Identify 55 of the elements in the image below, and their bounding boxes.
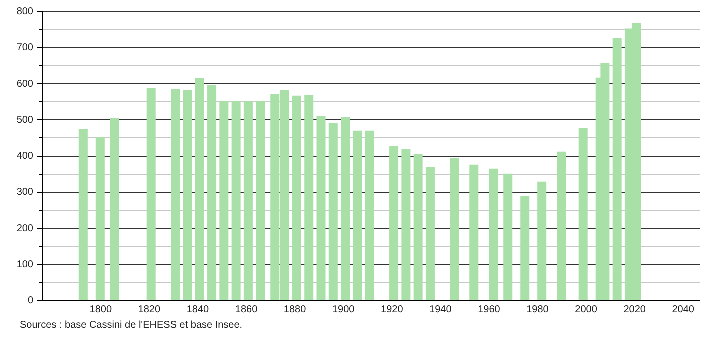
bar xyxy=(232,100,241,300)
bar xyxy=(390,146,399,300)
y-tick-label: 300 xyxy=(16,187,34,198)
y-tick-label: 200 xyxy=(16,223,34,234)
x-tick-label: 2020 xyxy=(624,304,646,316)
bar xyxy=(489,168,498,300)
bar xyxy=(612,38,622,300)
bar xyxy=(256,100,266,300)
x-tick-label: 1960 xyxy=(478,304,501,316)
bar xyxy=(292,96,302,300)
y-tick-label: 700 xyxy=(16,42,34,54)
y-tick-label: 400 xyxy=(16,151,34,162)
bar xyxy=(183,90,192,300)
source-note: Sources : base Cassini de l'EHESS et base Insee. xyxy=(20,320,243,331)
x-tick-label: 2000 xyxy=(575,304,598,316)
bar xyxy=(328,122,338,300)
bar xyxy=(402,149,411,300)
x-tick-label: 1920 xyxy=(381,304,404,316)
bar xyxy=(426,167,435,300)
x-tick-label: 1880 xyxy=(284,304,307,316)
bar xyxy=(341,117,350,300)
x-tick-label: 1940 xyxy=(430,304,452,316)
bar xyxy=(316,116,326,300)
bar xyxy=(171,89,180,300)
y-tick-label: 100 xyxy=(16,259,34,270)
bar xyxy=(414,154,423,300)
y-tick-label: 800 xyxy=(16,6,34,18)
bar xyxy=(304,95,314,300)
bar xyxy=(365,130,374,300)
y-tick-label: 0 xyxy=(28,296,34,306)
bar xyxy=(470,164,479,300)
x-tick-label: 1860 xyxy=(235,304,258,316)
x-tick-label: 1840 xyxy=(186,304,210,316)
bar xyxy=(450,158,460,300)
bar xyxy=(96,137,105,300)
x-tick-label: 1900 xyxy=(332,304,356,316)
x-tick-label: 2040 xyxy=(672,304,695,316)
bar xyxy=(244,100,253,300)
bar xyxy=(110,118,120,300)
y-tick-label: 600 xyxy=(16,78,34,90)
bar xyxy=(557,152,566,300)
bar xyxy=(146,88,156,300)
bar xyxy=(538,182,547,300)
x-tick-label: 1800 xyxy=(90,304,112,316)
x-tick-label: 1980 xyxy=(526,304,550,316)
bar xyxy=(78,129,88,300)
bar xyxy=(353,130,362,300)
bar xyxy=(208,85,217,300)
bar xyxy=(220,100,229,300)
bar xyxy=(520,196,530,300)
x-tick-label: 1820 xyxy=(138,304,161,316)
bar xyxy=(195,78,204,300)
bar xyxy=(504,174,513,300)
bar xyxy=(578,128,588,300)
y-tick-label: 500 xyxy=(16,114,34,126)
